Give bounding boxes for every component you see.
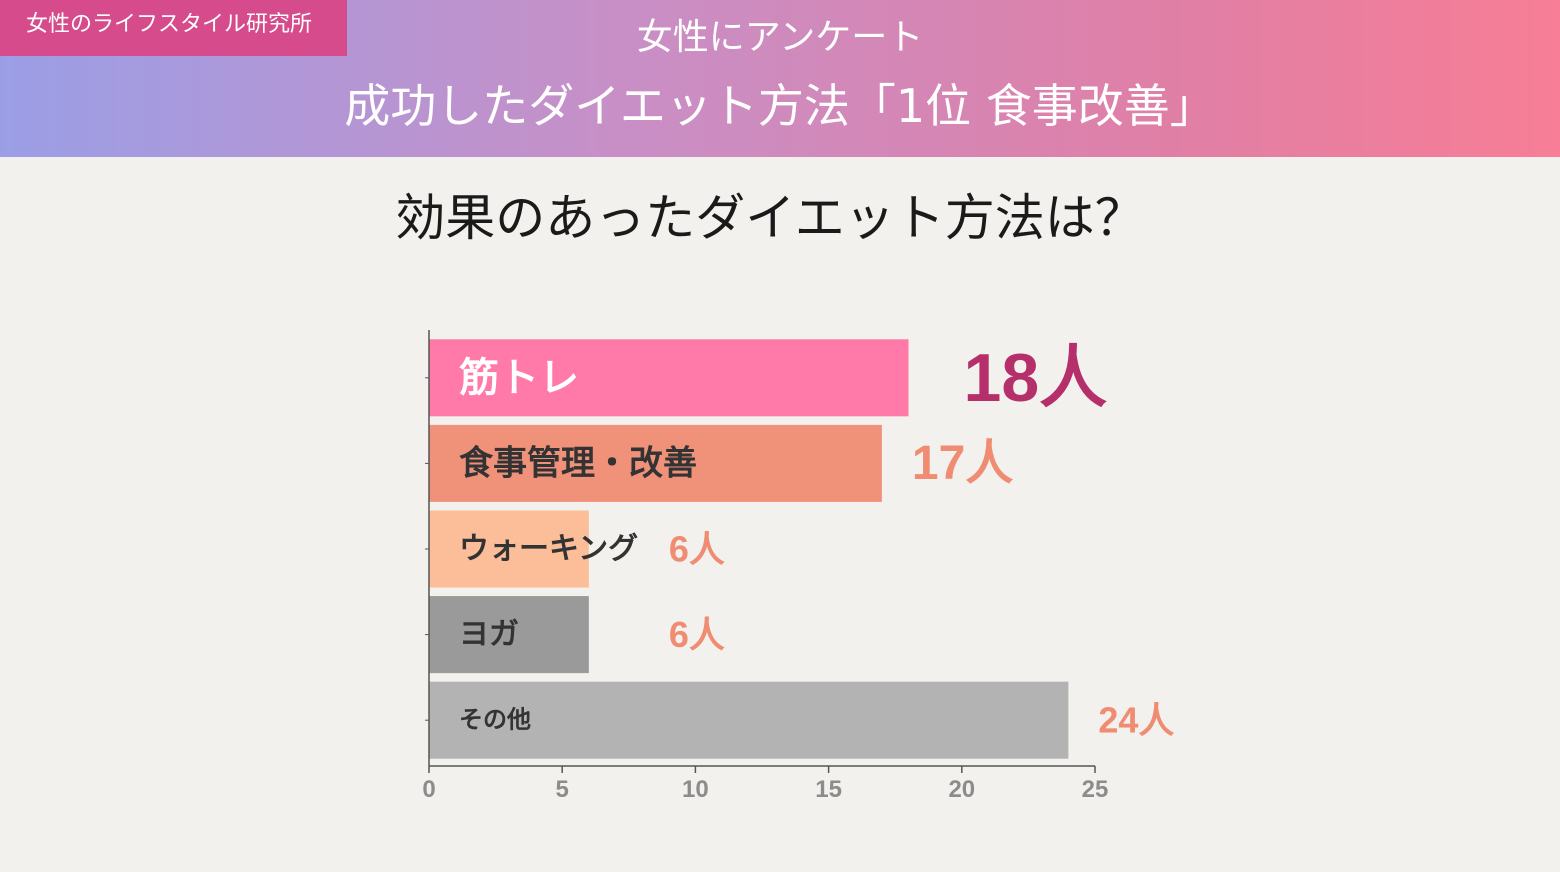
bar [429, 339, 909, 417]
x-tick-label: 0 [422, 776, 435, 803]
value-label: 17人 [912, 437, 1013, 490]
x-tick-label: 25 [1082, 776, 1109, 803]
bar [429, 681, 1069, 759]
category-label: 食事管理・改善 [459, 443, 697, 482]
x-tick-label: 10 [682, 776, 709, 803]
bar [429, 596, 589, 674]
chart-question: 効果のあったダイエット方法は？ [395, 189, 1145, 247]
x-tick-label: 20 [948, 776, 975, 803]
category-label: その他 [459, 707, 531, 734]
category-label: ウォーキング [459, 533, 638, 566]
category-label: ヨガ [459, 618, 519, 651]
value-label: 6人 [669, 529, 725, 570]
value-label: 6人 [669, 614, 725, 655]
x-tick-label: 15 [815, 776, 842, 803]
category-label: 筋トレ [459, 356, 579, 400]
bar [429, 424, 882, 502]
value-label: 24人 [1098, 700, 1174, 741]
header-banner: 女性のライフスタイル研究所 女性にアンケート 成功したダイエット方法「1位 食事… [0, 0, 1560, 157]
headline: 成功したダイエット方法「1位 食事改善」 [344, 79, 1216, 133]
x-tick-label: 5 [556, 776, 569, 803]
value-label: 18人 [964, 340, 1108, 416]
bar [429, 510, 589, 588]
brand-badge: 女性のライフスタイル研究所 [0, 0, 347, 56]
survey-subtitle: 女性にアンケート [636, 17, 924, 58]
